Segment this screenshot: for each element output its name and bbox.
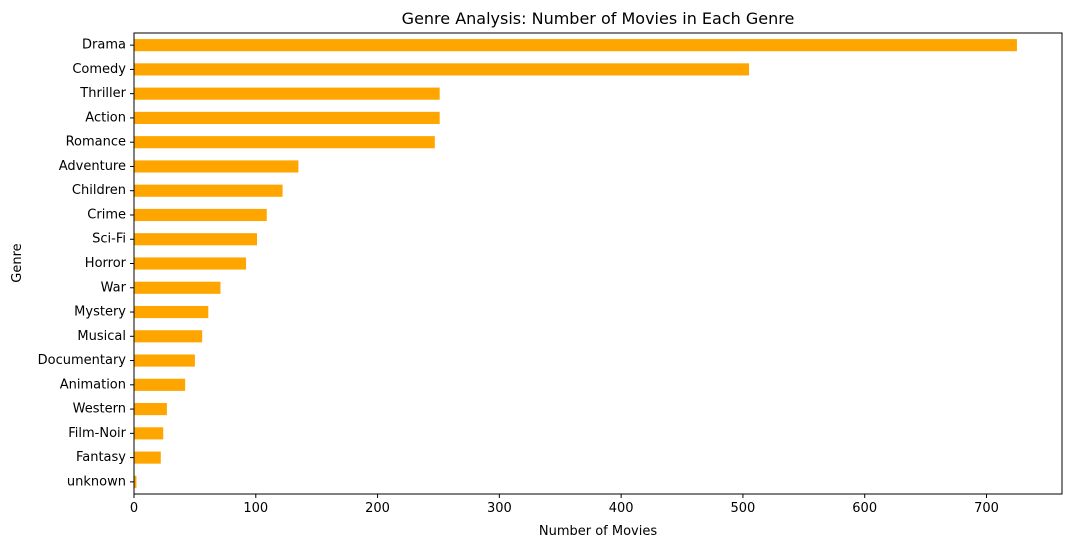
y-tick-label: Documentary (38, 353, 127, 368)
y-tick-label: Comedy (72, 62, 126, 77)
x-axis-ticks: 0 100 200 300 400 500 600 700 (130, 494, 999, 516)
y-tick-label: Mystery (74, 305, 126, 320)
bar-unknown (134, 475, 137, 488)
bar-comedy (134, 63, 750, 76)
bar-adventure (134, 160, 299, 173)
x-tick-label: 700 (974, 501, 999, 516)
bar-fantasy (134, 451, 161, 464)
x-tick-label: 500 (731, 501, 756, 516)
bar-animation (134, 378, 186, 391)
y-tick-label: Children (72, 183, 126, 198)
y-tick-label: Sci-Fi (92, 232, 126, 247)
y-tick-label: unknown (67, 474, 126, 489)
bar-children (134, 184, 283, 197)
y-tick-label: Action (85, 110, 126, 125)
bar-action (134, 111, 440, 124)
x-axis-label: Number of Movies (539, 524, 657, 539)
bar-musical (134, 330, 203, 343)
bar-sci-fi (134, 233, 258, 246)
x-tick-label: 100 (243, 501, 268, 516)
y-tick-label: Western (73, 402, 126, 417)
bar-thriller (134, 87, 440, 100)
y-tick-label: Horror (85, 256, 127, 271)
y-axis-label: Genre (10, 243, 25, 282)
y-tick-label: War (101, 280, 127, 295)
x-tick-label: 400 (609, 501, 634, 516)
bar-crime (134, 208, 267, 222)
y-tick-label: Drama (82, 38, 126, 53)
y-tick-label: Animation (60, 377, 126, 392)
x-tick-label: 300 (487, 501, 512, 516)
y-axis-ticks: Drama Comedy Thriller Action Romance Adventur… (38, 38, 134, 489)
x-tick-label: 600 (852, 501, 877, 516)
y-tick-label: Musical (77, 329, 126, 344)
y-tick-label: Romance (66, 135, 126, 150)
x-tick-label: 200 (365, 501, 390, 516)
bar-drama (134, 39, 1017, 52)
bar-romance (134, 136, 435, 149)
bar-film-noir (134, 427, 164, 440)
bar-mystery (134, 305, 209, 319)
bars-group (134, 39, 1017, 488)
plot-frame (133, 32, 1063, 495)
x-tick-label: 0 (130, 501, 138, 516)
y-tick-label: Crime (87, 207, 126, 222)
bar-war (134, 281, 221, 294)
bar-horror (134, 257, 247, 270)
bar-documentary (134, 354, 195, 367)
bar-western (134, 403, 167, 416)
y-tick-label: Adventure (59, 159, 126, 174)
y-tick-label: Film-Noir (68, 426, 126, 441)
chart-title: Genre Analysis: Number of Movies in Each… (402, 9, 795, 28)
y-tick-label: Thriller (79, 86, 126, 101)
y-tick-label: Fantasy (76, 450, 126, 465)
